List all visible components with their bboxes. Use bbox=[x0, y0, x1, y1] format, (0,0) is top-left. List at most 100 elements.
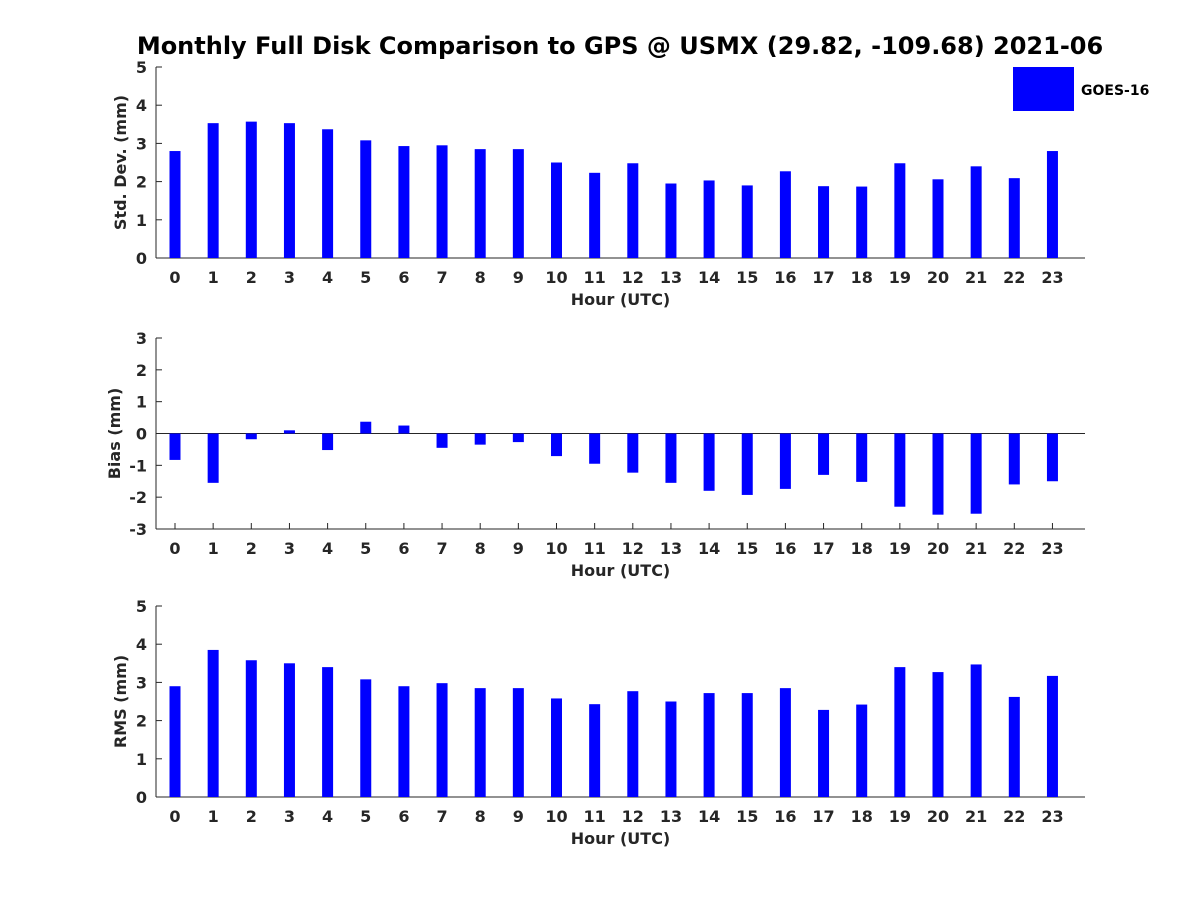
x-tick-label: 13 bbox=[660, 268, 682, 287]
bar-hour-6 bbox=[398, 686, 410, 797]
bar-hour-20 bbox=[932, 179, 944, 258]
x-tick-label: 9 bbox=[513, 268, 524, 287]
bar-hour-18 bbox=[856, 186, 868, 258]
bar-hour-15 bbox=[741, 185, 753, 258]
x-tick-label: 0 bbox=[169, 268, 180, 287]
x-tick-label: 3 bbox=[284, 539, 295, 558]
x-tick-label: 7 bbox=[436, 807, 447, 826]
x-axis-label: Hour (UTC) bbox=[571, 561, 671, 580]
x-tick-label: 17 bbox=[812, 268, 834, 287]
bar-hour-8 bbox=[474, 688, 486, 797]
bar-hour-11 bbox=[589, 172, 601, 258]
bar-hour-16 bbox=[779, 171, 791, 258]
bar-hour-5 bbox=[360, 679, 372, 797]
bar-hour-14 bbox=[703, 180, 715, 258]
y-axis-label: RMS (mm) bbox=[111, 655, 130, 748]
x-tick-label: 6 bbox=[398, 539, 409, 558]
x-tick-label: 17 bbox=[812, 807, 834, 826]
x-tick-label: 14 bbox=[698, 807, 720, 826]
x-tick-label: 16 bbox=[774, 539, 796, 558]
bar-hour-2 bbox=[245, 121, 257, 258]
y-tick-label: 5 bbox=[136, 597, 147, 616]
x-tick-label: 4 bbox=[322, 539, 333, 558]
x-tick-label: 1 bbox=[208, 807, 219, 826]
bar-hour-15 bbox=[741, 433, 753, 495]
y-tick-label: 1 bbox=[136, 211, 147, 230]
x-tick-label: 4 bbox=[322, 807, 333, 826]
bar-hour-21 bbox=[970, 664, 982, 797]
bar-hour-2 bbox=[245, 660, 257, 797]
x-tick-label: 4 bbox=[322, 268, 333, 287]
bar-hour-7 bbox=[436, 433, 448, 448]
x-tick-label: 0 bbox=[169, 539, 180, 558]
x-tick-label: 16 bbox=[774, 807, 796, 826]
bar-hour-8 bbox=[474, 149, 486, 258]
legend-label: GOES-16 bbox=[1081, 83, 1149, 99]
bar-hour-9 bbox=[512, 688, 524, 797]
x-tick-label: 3 bbox=[284, 268, 295, 287]
bar-hour-1 bbox=[207, 649, 219, 797]
bar-hour-3 bbox=[283, 430, 295, 434]
x-tick-label: 8 bbox=[475, 807, 486, 826]
bar-hour-7 bbox=[436, 683, 448, 797]
y-axis-label: Std. Dev. (mm) bbox=[111, 95, 130, 230]
bar-hour-22 bbox=[1008, 696, 1020, 797]
x-tick-label: 6 bbox=[398, 268, 409, 287]
x-tick-label: 7 bbox=[436, 268, 447, 287]
x-tick-label: 5 bbox=[360, 539, 371, 558]
bar-hour-14 bbox=[703, 433, 715, 491]
x-tick-label: 14 bbox=[698, 539, 720, 558]
x-tick-label: 5 bbox=[360, 268, 371, 287]
y-tick-label: 3 bbox=[136, 673, 147, 692]
x-tick-label: 8 bbox=[475, 268, 486, 287]
x-tick-label: 16 bbox=[774, 268, 796, 287]
x-tick-label: 9 bbox=[513, 807, 524, 826]
x-tick-label: 9 bbox=[513, 539, 524, 558]
x-tick-label: 19 bbox=[889, 807, 911, 826]
bar-hour-9 bbox=[512, 149, 524, 258]
x-tick-label: 19 bbox=[889, 268, 911, 287]
bar-hour-23 bbox=[1046, 433, 1058, 482]
y-axis-label: Bias (mm) bbox=[105, 388, 124, 480]
bar-hour-4 bbox=[322, 129, 334, 258]
x-tick-label: 2 bbox=[246, 268, 257, 287]
bar-hour-2 bbox=[245, 433, 257, 440]
bar-hour-10 bbox=[551, 433, 562, 457]
bar-hour-7 bbox=[436, 145, 448, 258]
x-tick-label: 18 bbox=[851, 807, 873, 826]
x-tick-label: 11 bbox=[584, 539, 606, 558]
x-tick-label: 21 bbox=[965, 539, 987, 558]
y-tick-label: 3 bbox=[136, 329, 147, 348]
bar-hour-5 bbox=[360, 421, 372, 434]
bar-hour-18 bbox=[856, 433, 868, 482]
bar-hour-23 bbox=[1046, 151, 1058, 258]
bar-hour-5 bbox=[360, 140, 372, 258]
x-axis-label: Hour (UTC) bbox=[571, 290, 671, 309]
x-tick-label: 23 bbox=[1041, 268, 1063, 287]
bar-hour-6 bbox=[398, 425, 410, 434]
bar-hour-17 bbox=[818, 433, 830, 475]
x-tick-label: 10 bbox=[545, 539, 567, 558]
x-tick-label: 1 bbox=[208, 268, 219, 287]
x-tick-label: 8 bbox=[475, 539, 486, 558]
x-tick-label: 0 bbox=[169, 807, 180, 826]
bar-hour-9 bbox=[512, 433, 524, 443]
bar-hour-12 bbox=[627, 433, 639, 473]
bar-hour-4 bbox=[322, 433, 334, 451]
bar-hour-16 bbox=[779, 433, 791, 489]
bar-hour-17 bbox=[818, 186, 830, 258]
x-axis-label: Hour (UTC) bbox=[571, 829, 671, 848]
bar-hour-11 bbox=[589, 433, 601, 464]
x-tick-label: 23 bbox=[1041, 539, 1063, 558]
x-tick-label: 13 bbox=[660, 539, 682, 558]
x-tick-label: 7 bbox=[436, 539, 447, 558]
y-tick-label: 2 bbox=[136, 712, 147, 731]
x-tick-label: 11 bbox=[584, 268, 606, 287]
x-tick-label: 23 bbox=[1041, 807, 1063, 826]
x-tick-label: 10 bbox=[545, 807, 567, 826]
x-tick-label: 10 bbox=[545, 268, 567, 287]
